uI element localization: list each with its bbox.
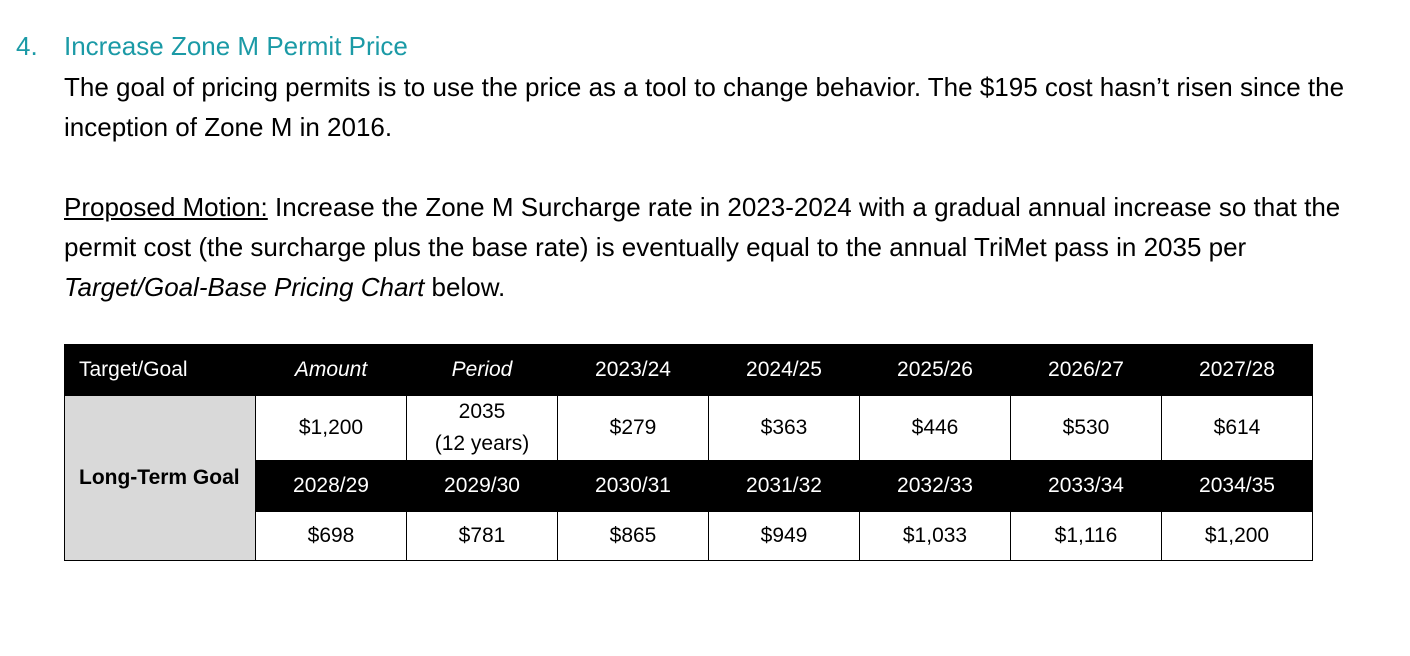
header-year: 2032/33 xyxy=(859,460,1011,512)
section-number: 4. xyxy=(16,31,38,61)
header-year: 2030/31 xyxy=(557,460,709,512)
price-cell: $279 xyxy=(557,395,709,461)
table-row: Long-Term Goal $1,200 2035 (12 years) $27… xyxy=(64,395,1313,561)
price-cell: $1,033 xyxy=(859,511,1011,561)
price-cell: $363 xyxy=(708,395,860,461)
motion-text-before: Increase the Zone M Surcharge rate in 20… xyxy=(64,192,1341,262)
header-year: 2031/32 xyxy=(708,460,860,512)
motion-text-after: below. xyxy=(424,272,506,302)
header-year: 2034/35 xyxy=(1161,460,1313,512)
intro-paragraph: The goal of pricing permits is to use th… xyxy=(64,72,1345,142)
price-cell: $865 xyxy=(557,511,709,561)
amount-cell: $1,200 xyxy=(255,395,407,461)
chart-reference: Target/Goal-Base Pricing Chart xyxy=(64,272,425,302)
section-title: Increase Zone M Permit Price xyxy=(64,31,408,61)
price-cell: $1,116 xyxy=(1010,511,1162,561)
header-year: 2033/34 xyxy=(1010,460,1162,512)
pricing-table: Target/Goal Amount Period 2023/24 2024/2… xyxy=(64,344,1313,561)
price-cell: $530 xyxy=(1010,395,1162,461)
proposed-motion-paragraph: Proposed Motion: Increase the Zone M Sur… xyxy=(64,187,1394,307)
header-year: 2028/29 xyxy=(255,460,407,512)
motion-label: Proposed Motion: xyxy=(64,192,268,222)
table-header-row-2: 2028/29 2029/30 2030/31 2031/32 2032/33 … xyxy=(65,460,1313,512)
price-cell: $1,200 xyxy=(1161,511,1313,561)
header-amount: Amount xyxy=(255,344,407,396)
header-year: 2024/25 xyxy=(708,344,860,396)
long-term-goal-label: Long-Term Goal xyxy=(64,395,256,561)
period-cell: 2035 (12 years) xyxy=(406,395,558,461)
header-year: 2027/28 xyxy=(1161,344,1313,396)
table-row: $698 $781 $865 $949 $1,033 $1,116 $1,200 xyxy=(65,511,1313,561)
header-year: 2029/30 xyxy=(406,460,558,512)
section-heading: 4. Increase Zone M Permit Price xyxy=(16,30,408,62)
period-duration: (12 years) xyxy=(434,432,530,455)
header-period: Period xyxy=(406,344,558,396)
header-target-goal: Target/Goal xyxy=(64,344,256,396)
period-year: 2035 xyxy=(458,400,506,423)
price-cell: $698 xyxy=(255,511,407,561)
table-header-row: Target/Goal Amount Period 2023/24 2024/2… xyxy=(64,344,1313,396)
header-year: 2023/24 xyxy=(557,344,709,396)
price-cell: $614 xyxy=(1161,395,1313,461)
price-cell: $949 xyxy=(708,511,860,561)
price-cell: $446 xyxy=(859,395,1011,461)
header-year: 2026/27 xyxy=(1010,344,1162,396)
header-year: 2025/26 xyxy=(859,344,1011,396)
price-cell: $781 xyxy=(406,511,558,561)
